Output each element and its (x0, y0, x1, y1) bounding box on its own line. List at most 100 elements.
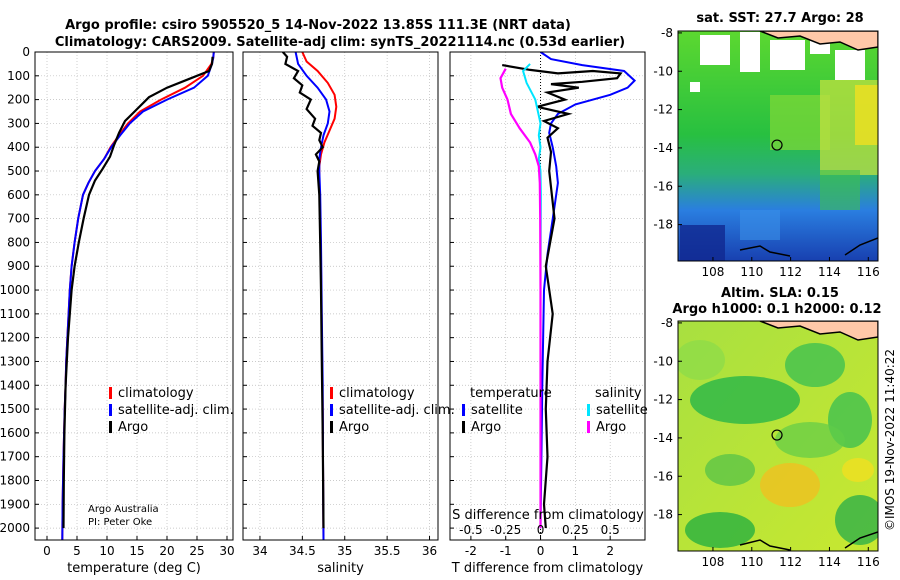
temperature-series-group (61, 52, 215, 540)
map-x-tick-label: 110 (740, 265, 763, 279)
x-tick-label: 1 (572, 544, 580, 558)
timestamp: ©IMOS 19-Nov-2022 11:40:22 (883, 349, 897, 531)
difference-panel: -2 -1 0 1 2 T difference from climatology temp… (449, 51, 648, 576)
map-x-tick-label: 116 (857, 265, 880, 279)
legend-label: climatology (118, 386, 194, 401)
legend-swatch (330, 421, 333, 433)
map-y-tick-label: -18 (653, 508, 673, 522)
legend-label: climatology (339, 386, 415, 401)
map-x-tick-label: 114 (818, 265, 841, 279)
series-line-climatology (301, 52, 338, 540)
x-axis-label-top: S difference from climatology (452, 508, 644, 523)
x-tick-label: 2 (606, 544, 614, 558)
legend-label: Argo (471, 420, 501, 435)
y-tick-label: 1400 (0, 378, 30, 392)
y-tick-label: 1700 (0, 450, 30, 464)
y-tick-label: 900 (7, 259, 30, 273)
map-y-tick-label: -12 (653, 393, 673, 407)
series-line-t-argo (502, 64, 623, 529)
x-tick-label: 25 (189, 544, 204, 558)
x-tick-label: 34 (252, 544, 267, 558)
map-y-tick-label: -10 (653, 64, 673, 78)
credit-line2: PI: Peter Oke (88, 517, 152, 528)
y-tick-label: 1900 (0, 497, 30, 511)
y-tick-label: 1800 (0, 473, 30, 487)
argo-position-marker (771, 139, 783, 151)
x-tick-label: 30 (219, 544, 234, 558)
x-tick-label: 35 (337, 544, 352, 558)
sst-map-title: sat. SST: 27.7 Argo: 28 (696, 11, 863, 26)
series-line-t-satellite (539, 52, 637, 529)
x-tick-label: 0 (537, 544, 545, 558)
legend-label: temperature (470, 386, 552, 401)
y-tick-label: 2000 (0, 521, 30, 535)
map-x-tick-label: 108 (701, 555, 724, 569)
sla-map-title-line2: Argo h1000: 0.1 h2000: 0.12 (672, 302, 881, 317)
map-x-tick-label: 110 (740, 555, 763, 569)
map-y-tick-label: -14 (653, 141, 673, 155)
y-tick-label: 1100 (0, 307, 30, 321)
legend-swatch (587, 421, 590, 433)
legend-swatch (587, 404, 590, 416)
legend-swatch (330, 387, 333, 399)
land-mass (759, 31, 878, 51)
legend-swatch (462, 421, 465, 433)
axes-frame (34, 51, 234, 541)
y-tick-label: 600 (7, 188, 30, 202)
series-line-s-argo (499, 68, 542, 529)
legend-swatch (462, 404, 465, 416)
y-tick-label: 1300 (0, 354, 30, 368)
x-tick-label: -2 (465, 544, 477, 558)
map-y-tick-label: -14 (653, 431, 673, 445)
x-axis-label: T difference from climatology (451, 561, 644, 576)
salinity-series-group (281, 52, 338, 540)
y-tick-label: 400 (7, 140, 30, 154)
x-tick-label: 0 (43, 544, 51, 558)
legend-swatch (109, 421, 112, 433)
map-x-tick-label: 116 (857, 555, 880, 569)
legend-label: salinity (595, 386, 642, 401)
y-tick-label: 1200 (0, 331, 30, 345)
map-x-tick-label: 112 (779, 555, 802, 569)
x-axis-label: temperature (deg C) (67, 561, 201, 576)
map-x-tick-label: 108 (701, 265, 724, 279)
legend-label: satellite (596, 403, 648, 418)
x-tick-label: 5 (73, 544, 81, 558)
temperature-panel: 0 5 10 15 20 25 30 temperature (deg C) 0 100 200 30… (0, 45, 235, 576)
y-tick-label: 700 (7, 212, 30, 226)
map-y-tick-label: -18 (653, 218, 673, 232)
series-line-argo (62, 56, 214, 529)
x-tick-label: 35.5 (374, 544, 401, 558)
legend-swatch (330, 404, 333, 416)
y-tick-label: 1000 (0, 283, 30, 297)
x-tick-label: 10 (99, 544, 114, 558)
s-tick-label: 0 (537, 523, 545, 537)
figure-title-line1: Argo profile: csiro 5905520_5 14-Nov-202… (65, 18, 571, 33)
difference-series-group (499, 52, 637, 529)
figure-title-line2: Climatology: CARS2009. Satellite-adj cli… (55, 35, 625, 50)
map-y-tick-label: -10 (653, 354, 673, 368)
argo-position-marker (771, 429, 783, 441)
x-axis-label: salinity (317, 561, 364, 576)
map-x-tick-label: 112 (779, 265, 802, 279)
x-tick-label: -1 (500, 544, 512, 558)
map-y-tick-label: -12 (653, 103, 673, 117)
map-y-tick-label: -16 (653, 469, 673, 483)
axes-frame (242, 51, 439, 541)
map-y-tick-label: -16 (653, 179, 673, 193)
credit-line1: Argo Australia (88, 504, 159, 515)
y-tick-label: 0 (22, 45, 30, 59)
legend-label: satellite (471, 403, 523, 418)
legend-label: Argo (596, 420, 626, 435)
legend-swatch (109, 404, 112, 416)
sla-map-title-line1: Altim. SLA: 0.15 (721, 286, 839, 301)
x-tick-label: 34.5 (289, 544, 316, 558)
y-tick-label: 500 (7, 164, 30, 178)
y-tick-label: 200 (7, 93, 30, 107)
series-line-argo (281, 52, 325, 529)
sst-map (678, 31, 878, 261)
series-line-satellite-adj-clim- (61, 52, 215, 540)
legend-label: satellite-adj. clim. (118, 403, 234, 418)
s-tick-label: -0.25 (490, 523, 521, 537)
